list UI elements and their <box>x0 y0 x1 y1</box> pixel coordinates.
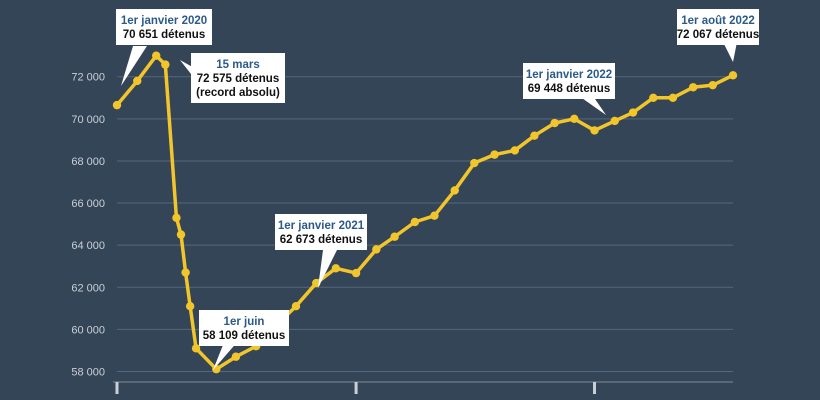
callout-title: 1er juin <box>224 316 265 328</box>
callout-title: 1er janvier 2021 <box>278 220 365 232</box>
data-point <box>708 80 717 90</box>
y-tick-label: 72 000 <box>71 72 105 84</box>
callout: 1er août 2022 72 067 détenus <box>677 9 759 62</box>
callout-pointer <box>318 250 337 288</box>
data-point <box>688 83 698 92</box>
data-point <box>649 93 658 102</box>
data-point <box>430 211 439 220</box>
callout-value: 58 109 détenus <box>203 330 285 342</box>
data-point <box>112 100 122 110</box>
data-point <box>530 131 539 140</box>
data-point <box>510 146 520 155</box>
data-point <box>331 264 341 273</box>
x-axis <box>113 381 733 394</box>
data-point <box>728 71 738 80</box>
data-point <box>161 60 170 69</box>
y-tick-label: 66 000 <box>71 198 105 210</box>
callout-title: 1er janvier 2020 <box>121 15 207 27</box>
callout-value: 72 067 détenus <box>677 29 759 41</box>
data-point <box>312 278 321 288</box>
y-tick-label: 64 000 <box>71 240 105 252</box>
callout-pointer <box>579 96 606 115</box>
data-point <box>668 93 678 102</box>
data-point <box>176 230 186 239</box>
data-point <box>490 150 499 159</box>
data-point <box>590 126 599 135</box>
callout-box <box>677 9 759 45</box>
data-point <box>410 217 420 227</box>
data-point <box>610 116 619 126</box>
callout-box <box>116 9 212 45</box>
data-point <box>191 344 201 353</box>
callout-box <box>275 214 367 250</box>
data-point <box>172 213 181 222</box>
callout-box <box>523 63 615 99</box>
data-point <box>151 51 161 60</box>
y-tick-label: 68 000 <box>71 156 105 168</box>
callout: 1er juin 58 109 détenus <box>199 310 289 370</box>
series-line-group <box>112 51 738 374</box>
y-tick-label: 58 000 <box>71 366 105 378</box>
callout-value: 69 448 détenus <box>528 83 610 95</box>
callout: 1er janvier 2020 70 651 détenus <box>116 9 212 86</box>
callout-pointer <box>121 46 147 86</box>
y-tick-label: 70 000 <box>71 114 105 126</box>
data-point <box>550 118 559 128</box>
data-point <box>231 352 241 361</box>
callouts: 1er janvier 2020 70 651 détenus 15 mars 72 … <box>116 9 759 370</box>
callout: 1er janvier 2022 69 448 détenus <box>523 63 615 115</box>
data-point <box>470 158 479 168</box>
callout-pointer <box>213 340 239 370</box>
callout-box <box>191 53 285 103</box>
data-point <box>185 302 195 311</box>
data-point <box>628 108 638 117</box>
data-point <box>291 302 301 311</box>
callout: 1er janvier 2021 62 673 détenus <box>275 214 367 288</box>
data-point <box>570 114 579 124</box>
callout-value: 62 673 détenus <box>280 234 362 246</box>
data-point <box>133 76 142 86</box>
callout-box <box>199 310 289 346</box>
y-axis: 58 000 60 000 62 000 64 000 66 000 68 000 70 0… <box>71 72 105 379</box>
callout-value: 72 575 détenus <box>197 73 279 85</box>
data-point <box>390 232 399 241</box>
callout-value: (record absolu) <box>196 87 280 99</box>
callout-pointer <box>723 42 737 62</box>
y-tick-label: 62 000 <box>71 282 105 294</box>
data-point <box>181 268 190 277</box>
callout-title: 1er janvier 2022 <box>526 69 612 81</box>
data-point <box>450 186 459 195</box>
callout-title: 15 mars <box>216 59 259 71</box>
callout-title: 1er août 2022 <box>681 15 755 27</box>
data-point <box>351 268 361 278</box>
data-point <box>372 245 381 254</box>
y-tick-label: 60 000 <box>71 324 105 336</box>
callout: 15 mars 72 575 détenus (record absolu) <box>180 53 285 103</box>
callout-value: 70 651 détenus <box>123 29 205 41</box>
